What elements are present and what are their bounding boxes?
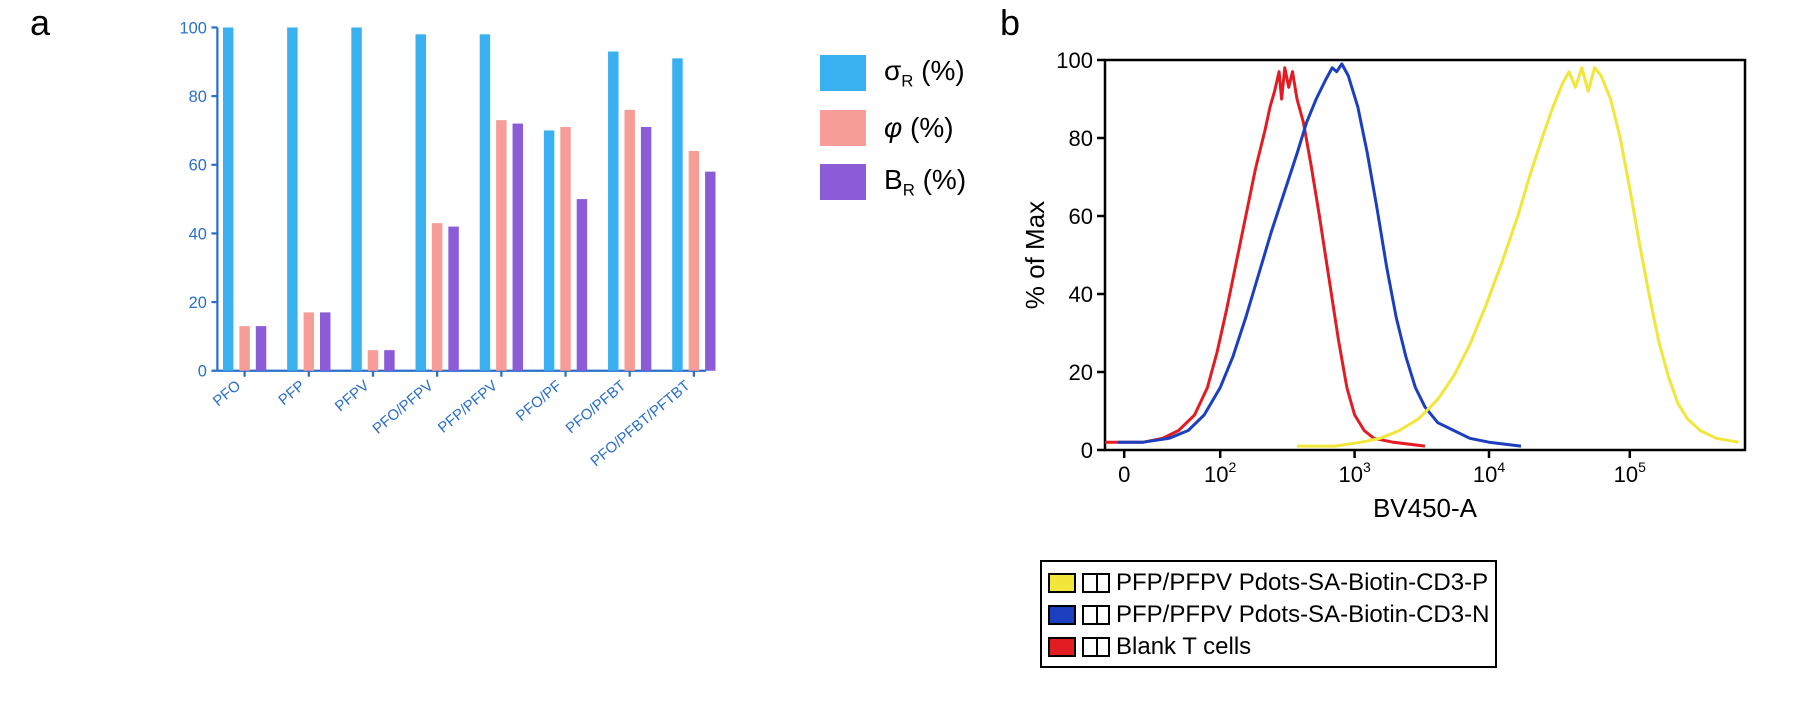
x-axis-label: BV450-A (1373, 493, 1478, 523)
legend-a-row: BR (%) (820, 164, 966, 201)
legend-a-row: σR (%) (820, 55, 966, 92)
svg-text:0: 0 (1081, 438, 1093, 463)
svg-text:80: 80 (1069, 126, 1093, 151)
legend-label: PFP/PFPV Pdots-SA-Biotin-CD3-N (1116, 600, 1489, 630)
svg-text:0: 0 (198, 363, 207, 381)
x-tick-label: 103 (1338, 459, 1370, 487)
plot-frame (1105, 60, 1745, 450)
y-axis-label: % of Max (1020, 201, 1050, 309)
legend-label: φ (%) (884, 112, 954, 144)
legend-b-row: PFP/PFPV Pdots-SA-Biotin-CD3-N (1048, 600, 1489, 630)
svg-text:20: 20 (189, 294, 207, 312)
svg-text:60: 60 (189, 157, 207, 175)
bar (432, 223, 442, 371)
bar (496, 120, 506, 371)
bar (320, 312, 330, 370)
bar (577, 199, 587, 371)
category-label: PFO (210, 377, 244, 410)
legend-swatch (1048, 637, 1076, 657)
bar (544, 130, 554, 370)
legend-a: σR (%) φ (%) BR (%) (820, 55, 966, 218)
legend-b: PFP/PFPV Pdots-SA-Biotin-CD3-P PFP/PFPV … (1040, 560, 1497, 668)
bar (689, 151, 699, 371)
legend-swatch (1048, 605, 1076, 625)
bar (287, 27, 297, 370)
bar (256, 326, 266, 371)
category-label: PFO/PF (513, 377, 565, 425)
x-tick-label: 102 (1204, 459, 1236, 487)
category-label: PFP (275, 377, 308, 409)
bar (416, 34, 426, 370)
legend-swatch (1048, 573, 1076, 593)
category-label: PFO/PFPV (369, 377, 436, 437)
legend-swatch-blank (1082, 637, 1110, 657)
legend-swatch-blank (1082, 605, 1110, 625)
bar (351, 27, 361, 370)
category-label: PFPV (332, 377, 373, 415)
panel-a-label: a (30, 2, 50, 44)
flow-chart-b: 0 20 40 60 80 100 % of Max 0 102 103 104 105 BV450-A (1020, 45, 1760, 535)
svg-text:60: 60 (1069, 204, 1093, 229)
svg-text:80: 80 (189, 88, 207, 106)
legend-swatch (820, 55, 866, 91)
legend-swatch (820, 164, 866, 200)
bar (223, 27, 233, 370)
x-tick-label: 104 (1473, 459, 1505, 487)
legend-b-row: PFP/PFPV Pdots-SA-Biotin-CD3-P (1048, 568, 1489, 598)
legend-label: σR (%) (884, 55, 965, 92)
bar-chart-a: 020406080100PFOPFPPFPVPFO/PFPVPFP/PFPVPF… (85, 20, 805, 520)
svg-text:100: 100 (1056, 48, 1093, 73)
bar (672, 58, 682, 370)
bar (384, 350, 394, 371)
legend-label: PFP/PFPV Pdots-SA-Biotin-CD3-P (1116, 568, 1488, 598)
bar (239, 326, 249, 371)
bar (448, 227, 458, 371)
category-label: PFO/PFBT (563, 377, 630, 437)
legend-swatch (820, 110, 866, 146)
svg-text:100: 100 (180, 20, 207, 37)
x-tick-label: 0 (1118, 462, 1130, 487)
bar (705, 172, 715, 371)
bar (513, 124, 523, 371)
bar (304, 312, 314, 370)
bar (368, 350, 378, 371)
curve-blue (1118, 64, 1521, 446)
svg-text:20: 20 (1069, 360, 1093, 385)
bar (608, 51, 618, 370)
panel-b-label: b (1000, 2, 1020, 44)
bar (560, 127, 570, 371)
legend-label: Blank T cells (1116, 632, 1251, 662)
curve-yellow (1297, 68, 1739, 446)
bar (624, 110, 634, 371)
legend-b-row: Blank T cells (1048, 632, 1489, 662)
svg-text:40: 40 (1069, 282, 1093, 307)
category-label: PFP/PFPV (435, 377, 501, 436)
bar (480, 34, 490, 370)
x-tick-label: 105 (1614, 459, 1646, 487)
legend-a-row: φ (%) (820, 110, 966, 146)
svg-text:40: 40 (189, 225, 207, 243)
legend-swatch-blank (1082, 573, 1110, 593)
bar (641, 127, 651, 371)
legend-label: BR (%) (884, 164, 966, 201)
